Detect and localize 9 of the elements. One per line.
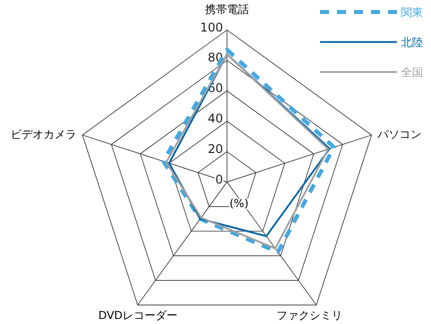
y-tick-label: 40 bbox=[208, 111, 223, 126]
spoke-label: ファクシミリ bbox=[276, 309, 342, 322]
y-tick-label: 20 bbox=[208, 142, 223, 156]
spoke-label: DVDレコーダー bbox=[98, 309, 178, 322]
legend: 関東 北陸 全国 bbox=[320, 6, 423, 80]
y-tick-label: 100 bbox=[200, 20, 223, 34]
spoke-label: 携帯電話 bbox=[205, 3, 249, 16]
spoke-label: ビデオカメラ bbox=[10, 128, 76, 142]
spoke-label: パソコン bbox=[376, 128, 422, 142]
